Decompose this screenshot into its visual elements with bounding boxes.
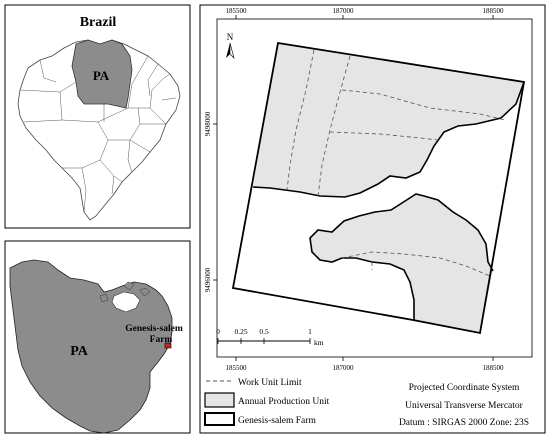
legend-item-farm: Genesis-salem Farm (238, 416, 316, 426)
scale-tick-2: 0.5 (259, 327, 269, 336)
scale-tick-3: 1 (308, 327, 312, 336)
farm-location-marker (164, 342, 172, 349)
coordinate-labels: 185500 187000 188500 185500 187000 18850… (204, 7, 504, 372)
legend-fill-symbol (204, 392, 235, 408)
apu-south-edge (309, 193, 494, 320)
marajo-island (111, 291, 141, 313)
para-label: PA (70, 344, 89, 359)
farm-label-line2: Farm (150, 335, 173, 345)
work-unit-limits (286, 49, 506, 277)
apu-north-polygon (253, 43, 524, 197)
scale-unit: km (314, 338, 324, 347)
apu-north-edge (252, 81, 525, 198)
brazil-title: Brazil (80, 15, 117, 30)
scale-tick-1: 0.25 (234, 327, 247, 336)
top-tick-2: 187000 (333, 7, 355, 15)
scale-tick-0: 0 (216, 327, 220, 336)
legend-item-apu: Annual Production Unit (238, 397, 330, 407)
projection-line-2: Universal Transverse Mercator (405, 401, 524, 411)
projection-info: Projected Coordinate System Universal Tr… (399, 383, 529, 428)
projection-line-3: Datum : SIRGAS 2000 Zone: 23S (399, 418, 529, 428)
para-state-shape (71, 39, 133, 109)
left-tick-1: 9498000 (204, 111, 212, 136)
north-arrow-icon: N (226, 32, 235, 60)
map-neatline (216, 18, 533, 358)
coastal-islands (99, 281, 151, 303)
brazil-pa-label: PA (93, 68, 110, 83)
legend: Work Unit Limit Annual Production Unit G… (204, 378, 330, 426)
legend-item-work-unit: Work Unit Limit (238, 378, 302, 388)
coordinate-ticks (213, 15, 494, 361)
legend-outline-symbol (204, 412, 235, 426)
farm-boundary (231, 41, 526, 335)
bottom-tick-1: 185500 (226, 364, 248, 372)
top-tick-1: 185500 (226, 7, 248, 15)
main-map: 185500 187000 188500 185500 187000 18850… (199, 4, 546, 434)
apu-south-polygon (310, 194, 493, 333)
top-tick-3: 188500 (483, 7, 505, 15)
brazil-inset: Brazil PA (4, 4, 191, 229)
farm-label-line1: Genesis-salem (125, 324, 183, 334)
para-inset: PA Genesis-salem Farm (4, 240, 191, 434)
bottom-tick-2: 187000 (333, 364, 355, 372)
scale-bar: 0 0.25 0.5 1 km (216, 327, 324, 347)
bottom-tick-3: 188500 (483, 364, 505, 372)
north-label: N (227, 32, 234, 42)
left-tick-2: 9496000 (204, 267, 212, 292)
projection-line-1: Projected Coordinate System (409, 383, 520, 393)
